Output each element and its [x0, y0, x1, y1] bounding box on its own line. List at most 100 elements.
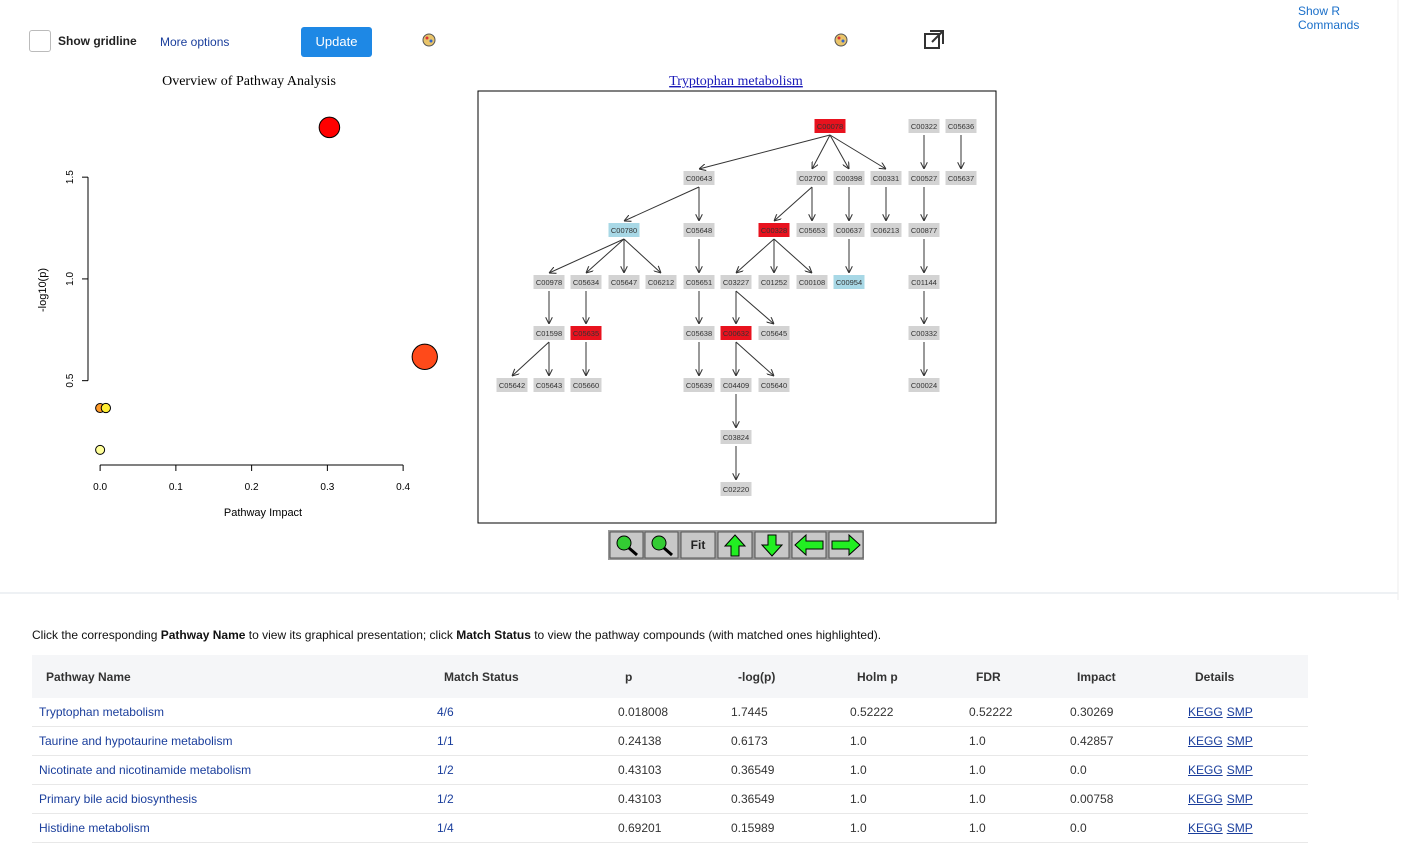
- diagram-title[interactable]: Tryptophan metabolism: [669, 74, 803, 89]
- fit-label[interactable]: Fit: [691, 538, 706, 552]
- zoom-out-button[interactable]: [644, 531, 679, 559]
- more-options[interactable]: More options: [160, 35, 230, 49]
- table-cell: 0.24138: [611, 726, 724, 756]
- compound-node[interactable]: C05651: [683, 275, 715, 289]
- details-link[interactable]: SMP: [1226, 705, 1253, 719]
- node-box: [945, 119, 977, 133]
- pathway-name[interactable]: Primary bile acid biosynthesis: [39, 792, 198, 806]
- compound-node[interactable]: C00632: [720, 326, 752, 340]
- left-button[interactable]: [791, 531, 827, 559]
- compound-node[interactable]: C04409: [720, 378, 752, 392]
- pathway-name[interactable]: Taurine and hypotaurine metabolism: [39, 734, 233, 748]
- node-label: C03227: [723, 278, 749, 287]
- match-status[interactable]: 1/2: [437, 763, 454, 777]
- up-button[interactable]: [717, 531, 753, 559]
- compound-node[interactable]: C06212: [645, 275, 677, 289]
- compound-node[interactable]: C01252: [758, 275, 790, 289]
- compound-node[interactable]: C00332: [908, 326, 940, 340]
- fit-button[interactable]: Fit: [680, 531, 716, 559]
- right-button[interactable]: [828, 531, 864, 559]
- compound-node[interactable]: C00978: [533, 275, 565, 289]
- compound-node[interactable]: C05660: [570, 378, 602, 392]
- compound-node[interactable]: C00877: [908, 223, 940, 237]
- zoom-in-button[interactable]: [609, 531, 644, 559]
- chart-area: Overview of Pathway Analysis Pathway Imp…: [0, 0, 1399, 600]
- compound-node[interactable]: C01144: [908, 275, 940, 289]
- pathway-name[interactable]: Nicotinate and nicotinamide metabolism: [39, 763, 252, 777]
- compound-node[interactable]: C00322: [908, 119, 940, 133]
- compound-node[interactable]: C02220: [720, 482, 752, 496]
- details-link[interactable]: KEGG: [1188, 763, 1223, 777]
- pathway-name[interactable]: Tryptophan metabolism: [39, 705, 164, 719]
- table-cell: 0.36549: [724, 784, 843, 814]
- match-status[interactable]: 4/6: [437, 705, 454, 719]
- r-commands-link[interactable]: Show R Commands: [1298, 4, 1360, 32]
- compound-node[interactable]: C05639: [683, 378, 715, 392]
- compound-node[interactable]: C00108: [796, 275, 828, 289]
- details-link[interactable]: KEGG: [1188, 792, 1223, 806]
- gridline-label[interactable]: Show gridline: [58, 34, 137, 48]
- cell-value: 1.0: [969, 792, 986, 806]
- gridline-checkbox[interactable]: [29, 30, 51, 52]
- compound-node[interactable]: C00398: [833, 171, 865, 185]
- compound-node[interactable]: C05636: [945, 119, 977, 133]
- compound-node[interactable]: C00078: [814, 119, 846, 133]
- palette-icon[interactable]: [422, 33, 436, 47]
- compound-node[interactable]: C05637: [945, 171, 977, 185]
- compound-node[interactable]: C00328: [758, 223, 790, 237]
- compound-node[interactable]: C05648: [683, 223, 715, 237]
- table-cell: 4/6: [430, 698, 611, 727]
- match-status[interactable]: 1/4: [437, 821, 454, 835]
- data-point: [95, 444, 106, 455]
- compound-node[interactable]: C06213: [870, 223, 902, 237]
- compound-node[interactable]: C00637: [833, 223, 865, 237]
- node-label: C05647: [611, 278, 637, 287]
- x-tick-label: 0.3: [320, 482, 334, 493]
- compound-node[interactable]: C00527: [908, 171, 940, 185]
- details-link[interactable]: KEGG: [1188, 821, 1223, 835]
- compound-node[interactable]: C00331: [870, 171, 902, 185]
- pathway-name[interactable]: Histidine metabolism: [39, 821, 150, 835]
- cell-value: 0.00758: [1070, 792, 1114, 806]
- details-link[interactable]: KEGG: [1188, 734, 1223, 748]
- compound-node[interactable]: C03824: [720, 430, 752, 444]
- compound-node[interactable]: C00954: [833, 275, 865, 289]
- compound-node[interactable]: C05642: [496, 378, 528, 392]
- match-status[interactable]: 1/1: [437, 734, 454, 748]
- compound-node[interactable]: C00643: [683, 171, 715, 185]
- compound-node[interactable]: C05645: [758, 326, 790, 340]
- table-cell: 0.52222: [962, 698, 1063, 727]
- cell-value: 0.018008: [618, 705, 669, 719]
- compound-node[interactable]: C05653: [796, 223, 828, 237]
- compound-node[interactable]: C03227: [720, 275, 752, 289]
- node-box: [908, 223, 940, 237]
- details-link[interactable]: SMP: [1226, 734, 1253, 748]
- compound-node[interactable]: C00024: [908, 378, 940, 392]
- node-box: [683, 275, 715, 289]
- table-cell: 0.52222: [843, 698, 962, 727]
- details-link[interactable]: SMP: [1226, 821, 1253, 835]
- compound-node[interactable]: C00780: [608, 223, 640, 237]
- compound-node[interactable]: C05643: [533, 378, 565, 392]
- node-box: [945, 171, 977, 185]
- update-button[interactable]: Update: [301, 27, 372, 57]
- compound-node[interactable]: C05640: [758, 378, 790, 392]
- compound-node[interactable]: C05638: [683, 326, 715, 340]
- details-link[interactable]: SMP: [1226, 763, 1253, 777]
- down-button[interactable]: [754, 531, 790, 559]
- palette-icon[interactable]: [834, 33, 848, 47]
- compound-node[interactable]: C05635: [570, 326, 602, 340]
- compound-node[interactable]: C02700: [796, 171, 828, 185]
- match-status[interactable]: 1/2: [437, 792, 454, 806]
- table-cell: 1/1: [430, 726, 611, 756]
- details-link[interactable]: SMP: [1226, 792, 1253, 806]
- compound-node[interactable]: C01598: [533, 326, 565, 340]
- popout-icon[interactable]: [924, 30, 944, 49]
- compound-node[interactable]: C05647: [608, 275, 640, 289]
- compound-node[interactable]: C05634: [570, 275, 602, 289]
- edge: [829, 134, 886, 169]
- cell-value: 0.69201: [618, 821, 662, 835]
- details-link[interactable]: KEGG: [1188, 705, 1223, 719]
- table-cell: 1.0: [843, 755, 962, 785]
